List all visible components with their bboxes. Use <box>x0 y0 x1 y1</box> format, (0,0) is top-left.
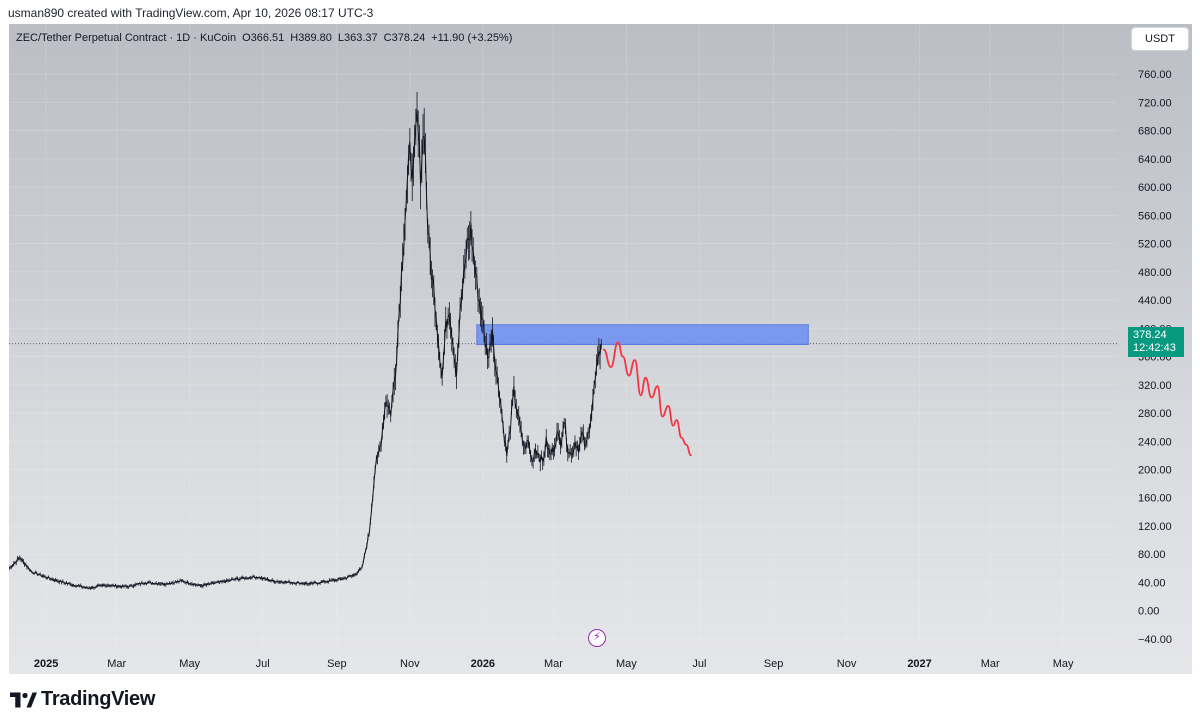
x-tick-label: Jul <box>692 658 706 670</box>
y-tick-label: 320.00 <box>1138 380 1172 392</box>
y-tick-label: 160.00 <box>1138 493 1172 505</box>
y-tick-label: 280.00 <box>1138 408 1172 420</box>
price-change: +11.90 (+3.25%) <box>431 32 513 44</box>
y-tick-label: 40.00 <box>1138 577 1166 589</box>
y-tick-label: 600.00 <box>1138 182 1172 194</box>
price-chart[interactable]: 760.00 720.00 680.00 640.00 600.00 560.00 520.… <box>9 24 1192 674</box>
bar-countdown: 12:42:43 <box>1133 342 1176 354</box>
y-tick-label: 200.00 <box>1138 464 1172 476</box>
currency-button[interactable]: USDT <box>1131 27 1189 51</box>
last-price-tag: 378.24 12:42:43 <box>1128 327 1184 357</box>
resistance-zone <box>476 324 809 346</box>
y-tick-label: 80.00 <box>1138 549 1166 561</box>
chart-caption: usman890 created with TradingView.com, A… <box>8 6 374 20</box>
x-tick-label: Mar <box>544 658 563 670</box>
x-tick-label: Sep <box>764 658 784 670</box>
symbol-legend: ZEC/Tether Perpetual Contract · 1D · KuC… <box>16 32 518 44</box>
y-tick-label: 440.00 <box>1138 295 1172 307</box>
projection-layer <box>602 341 692 457</box>
symbol-name: ZEC/Tether Perpetual Contract · 1D · KuC… <box>16 32 237 44</box>
ohlc-high: H389.80 <box>290 32 332 44</box>
x-tick-label: May <box>1053 658 1074 670</box>
x-tick-label: Mar <box>981 658 1000 670</box>
y-tick-label: 640.00 <box>1138 154 1172 166</box>
y-tick-label: 240.00 <box>1138 436 1172 448</box>
x-tick-label: Nov <box>400 658 420 670</box>
x-tick-label: May <box>179 658 200 670</box>
y-tick-label: 480.00 <box>1138 267 1172 279</box>
y-tick-label: 520.00 <box>1138 239 1172 251</box>
tradingview-brand[interactable]: TradingView <box>10 688 155 711</box>
flash-icon[interactable]: ⚡ <box>588 629 606 647</box>
y-tick-label: −40.00 <box>1138 634 1172 646</box>
y-tick-label: 0.00 <box>1138 606 1159 618</box>
projection-path <box>602 341 692 457</box>
x-tick-label: Nov <box>837 658 857 670</box>
price-series-layer <box>9 91 602 590</box>
brand-name: TradingView <box>41 688 156 710</box>
x-tick-label: Mar <box>107 658 126 670</box>
grid-lines <box>9 24 1117 646</box>
last-price-value: 378.24 <box>1133 329 1167 341</box>
price-line <box>9 108 602 589</box>
x-tick-label: Jul <box>256 658 270 670</box>
x-tick-label: 2025 <box>34 658 58 670</box>
x-tick-label: May <box>616 658 637 670</box>
chart-panel[interactable]: 760.00 720.00 680.00 640.00 600.00 560.00 520.… <box>9 24 1192 674</box>
tradingview-logo-icon <box>10 692 37 707</box>
x-tick-label: 2026 <box>471 658 495 670</box>
y-tick-label: 720.00 <box>1138 97 1172 109</box>
y-tick-label: 680.00 <box>1138 126 1172 138</box>
y-tick-label: 560.00 <box>1138 210 1172 222</box>
ohlc-open: O366.51 <box>242 32 285 44</box>
axis-labels: 760.00 720.00 680.00 640.00 600.00 560.00 520.… <box>34 69 1172 670</box>
ohlc-low: L363.37 <box>337 32 378 44</box>
x-tick-label: Sep <box>327 658 347 670</box>
resistance-zone-layer <box>476 324 809 346</box>
y-tick-label: 760.00 <box>1138 69 1172 81</box>
ohlc-close: C378.24 <box>383 32 426 44</box>
x-tick-label: 2027 <box>907 658 931 670</box>
y-tick-label: 120.00 <box>1138 521 1172 533</box>
